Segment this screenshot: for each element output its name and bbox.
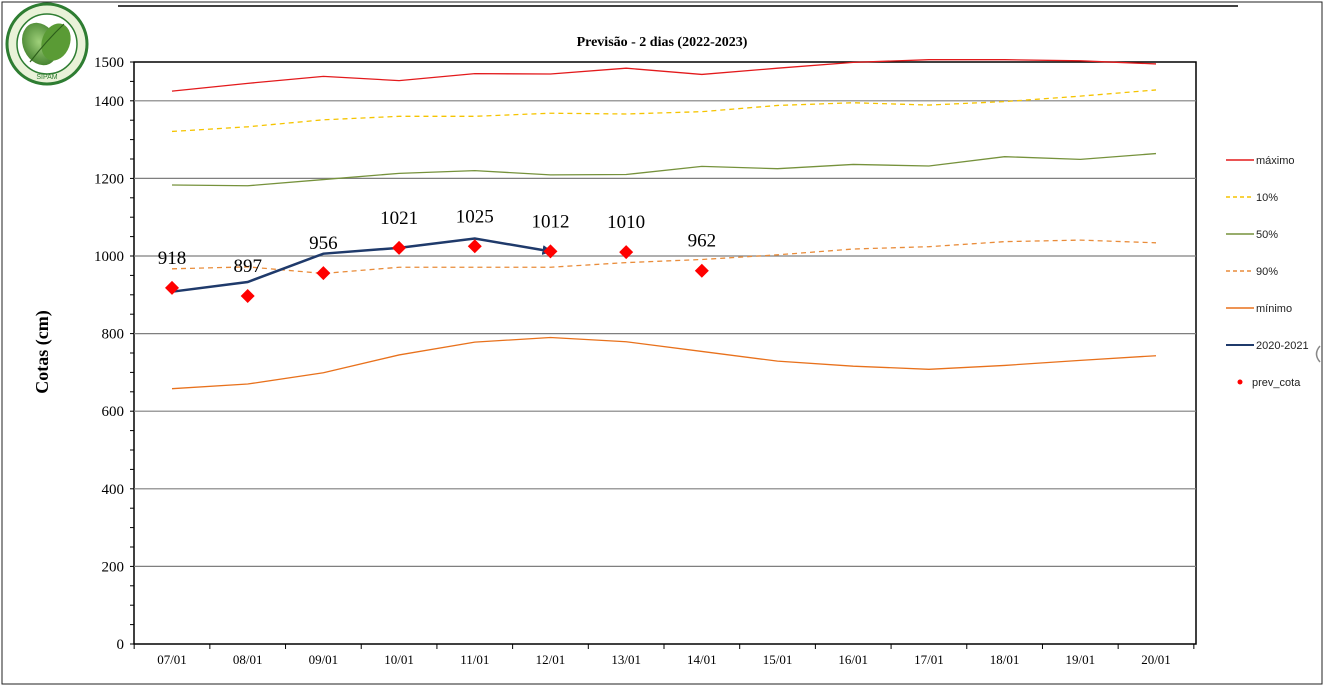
logo-name: SIPAM xyxy=(36,74,57,81)
y-tick-label: 400 xyxy=(102,482,125,498)
data-label: 897 xyxy=(233,256,262,277)
data-label: 918 xyxy=(158,248,187,269)
legend-label: 2020-2021 xyxy=(1256,340,1309,352)
data-label: 1025 xyxy=(456,206,494,227)
prev-cota-markers xyxy=(165,239,709,303)
data-label: 1012 xyxy=(531,211,569,232)
prev-cota-marker xyxy=(619,245,634,260)
x-tick-label: 08/01 xyxy=(233,652,263,667)
y-tick-label: 200 xyxy=(102,559,125,575)
x-tick-label: 15/01 xyxy=(763,652,793,667)
prev-cota-marker xyxy=(694,263,709,278)
series-line-10- xyxy=(171,89,1157,133)
y-tick-label: 800 xyxy=(102,327,125,343)
legend-label: prev_cota xyxy=(1252,377,1301,389)
data-label: 1010 xyxy=(607,212,645,233)
x-tick-label: 14/01 xyxy=(687,652,717,667)
sipam-logo: SIPAM xyxy=(5,2,89,86)
prev-cota-marker xyxy=(165,280,179,295)
data-label: 962 xyxy=(688,231,717,252)
legend-label: 90% xyxy=(1256,266,1278,278)
data-labels: 918 897 956 1021 1025 1012 1010 962 xyxy=(158,206,716,277)
data-label: 956 xyxy=(309,233,338,254)
legend-marker xyxy=(1237,379,1243,385)
plot-area xyxy=(133,61,1197,645)
legend-label: mínimo xyxy=(1256,303,1292,315)
y-axis-label: Cotas (cm) xyxy=(32,310,53,393)
series-line-m-nimo xyxy=(171,336,1157,390)
x-tick-label: 16/01 xyxy=(838,652,868,667)
x-tick-label: 18/01 xyxy=(990,652,1020,667)
y-tick-label: 1400 xyxy=(94,94,124,110)
legend-label: máximo xyxy=(1256,155,1295,167)
y-tick-label: 1200 xyxy=(94,171,124,187)
x-tick-label: 17/01 xyxy=(914,652,944,667)
x-tick-label: 13/01 xyxy=(611,652,641,667)
x-axis: 07/01 08/01 09/01 10/01 11/01 12/01 13/01 14/01… xyxy=(133,644,1195,667)
series-line-m-ximo xyxy=(171,59,1157,92)
legend-label: 10% xyxy=(1256,192,1278,204)
data-label: 1021 xyxy=(380,208,418,229)
x-tick-label: 09/01 xyxy=(309,652,339,667)
prev-cota-marker xyxy=(392,240,407,255)
y-tick-label: 1500 xyxy=(94,55,124,71)
series-line-90- xyxy=(171,239,1157,275)
x-tick-label: 19/01 xyxy=(1065,652,1095,667)
series-line-2020-2021 xyxy=(171,237,553,293)
y-tick-label: 0 xyxy=(117,637,125,653)
prev-cota-marker xyxy=(240,288,255,303)
series-line-50- xyxy=(171,152,1157,187)
y-tick-label: 1000 xyxy=(94,249,124,265)
x-tick-label: 11/01 xyxy=(460,652,489,667)
x-tick-label: 07/01 xyxy=(157,652,187,667)
chart-title: Previsão - 2 dias (2022-2023) xyxy=(577,35,748,50)
x-tick-label: 10/01 xyxy=(384,652,414,667)
prev-cota-marker xyxy=(467,239,482,254)
edge-arc xyxy=(1315,345,1321,363)
x-tick-label: 12/01 xyxy=(536,652,566,667)
prev-cota-marker xyxy=(543,244,558,259)
x-tick-label: 20/01 xyxy=(1141,652,1171,667)
series-group xyxy=(171,59,1157,390)
legend: máximo 10% 50% 90% mínimo 2020-2021 prev_cota xyxy=(1226,155,1309,389)
prev-cota-marker xyxy=(316,266,331,281)
y-axis: 0 200 400 600 800 1000 1200 1400 1500 xyxy=(94,55,134,653)
legend-label: 50% xyxy=(1256,229,1278,241)
y-tick-label: 600 xyxy=(102,404,125,420)
